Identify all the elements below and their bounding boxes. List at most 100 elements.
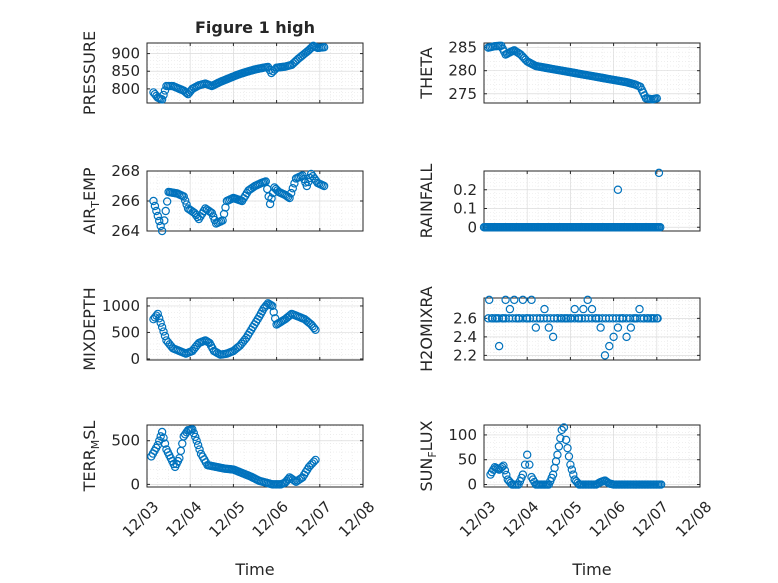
data-point: [285, 193, 294, 203]
y-axis-label: SUNFLUX: [417, 420, 439, 491]
axes-frame: [146, 297, 364, 361]
data-point: [548, 332, 558, 342]
data-point: [265, 199, 275, 209]
data-point: [531, 323, 541, 332]
data-point: [309, 457, 319, 466]
y-tick-label: 2.6: [453, 309, 477, 327]
data-point: [635, 304, 644, 314]
data-point: [269, 307, 278, 317]
data-point: [179, 192, 188, 201]
data-point: [609, 332, 618, 342]
data-point: [159, 327, 168, 336]
data-point: [510, 295, 519, 305]
data-point: [564, 452, 574, 461]
y-tick-label: 2.4: [453, 328, 477, 346]
data-point: [583, 295, 592, 305]
data-point: [499, 461, 508, 470]
axes-frame: [483, 42, 701, 104]
data-point: [613, 185, 623, 194]
data-series: [486, 423, 666, 489]
data-point: [566, 460, 575, 469]
data-point: [613, 323, 623, 332]
data-point: [525, 460, 534, 469]
data-point: [579, 304, 588, 314]
data-point: [160, 216, 169, 225]
data-series: [149, 169, 329, 236]
data-point: [574, 314, 584, 323]
data-point: [535, 314, 545, 323]
y-axis-label-subscript: M: [89, 440, 102, 450]
x-tick-label: 12/06: [586, 498, 629, 541]
data-point: [514, 314, 523, 323]
data-point: [155, 216, 164, 226]
data-series: [484, 41, 662, 104]
data-point: [596, 323, 605, 332]
y-tick-label: 268: [111, 162, 140, 180]
data-point: [157, 427, 167, 437]
data-point: [159, 90, 168, 100]
data-point: [496, 464, 505, 473]
data-point: [319, 181, 329, 191]
x-tick-label: 12/03: [119, 498, 162, 541]
data-point: [505, 304, 515, 314]
x-tick-label: 12/08: [672, 498, 715, 541]
data-point: [267, 194, 276, 203]
axes-frame: [483, 297, 701, 361]
data-point: [161, 206, 170, 216]
x-tick-label: 12/04: [499, 498, 542, 541]
data-point: [156, 318, 165, 327]
data-series: [484, 295, 662, 360]
data-point: [557, 314, 566, 323]
data-point: [288, 184, 297, 193]
data-point: [652, 314, 662, 323]
data-point: [656, 223, 665, 232]
data-point: [188, 425, 197, 434]
data-point: [518, 470, 528, 479]
y-axis-label: TERRMSL: [80, 421, 102, 493]
data-point: [618, 314, 627, 323]
data-point: [566, 314, 575, 323]
data-point: [656, 480, 666, 489]
data-point: [214, 349, 224, 358]
data-point: [488, 314, 497, 323]
y-tick-label: 0: [467, 476, 477, 494]
data-point: [563, 443, 572, 453]
y-axis-label: RAINFALL: [417, 164, 436, 239]
y-tick-label: 850: [111, 62, 140, 80]
data-point: [494, 341, 504, 351]
x-tick-label: 12/07: [629, 498, 672, 541]
subplot-rainfall: 00.10.2 RAINFALL: [417, 164, 701, 239]
data-point: [561, 314, 571, 323]
y-tick-label: 285: [448, 39, 477, 57]
data-point: [309, 323, 319, 333]
data-point: [553, 450, 562, 459]
data-point: [311, 325, 320, 334]
data-point: [157, 226, 167, 236]
data-point: [570, 304, 579, 314]
data-point: [556, 434, 565, 443]
data-point: [152, 311, 161, 320]
data-point: [527, 295, 536, 305]
x-tick-label: 12/07: [292, 498, 335, 541]
y-tick-label: 50: [458, 451, 477, 469]
y-axis-label: THETA: [417, 47, 436, 99]
y-tick-label: 500: [111, 432, 140, 450]
data-point: [605, 341, 614, 351]
data-point: [192, 436, 201, 445]
y-tick-label: 1000: [102, 297, 140, 315]
axes-frame: [146, 424, 364, 488]
data-point: [540, 304, 549, 314]
data-point: [500, 466, 510, 475]
data-point: [626, 323, 636, 332]
data-point: [149, 196, 158, 206]
data-series: [149, 41, 329, 104]
x-tick-label: 12/08: [335, 498, 378, 541]
data-point: [622, 332, 631, 342]
y-tick-label: 280: [448, 62, 477, 80]
subplot-air-temp: 264 266 268 AIRTEMP: [80, 162, 364, 240]
data-point: [561, 435, 571, 445]
data-point: [152, 206, 161, 216]
subplot-sun-flux: 0 50 100 12/03 12/04 12/05 12/06 12/07 12/08 Time…: [417, 420, 715, 579]
data-point: [160, 439, 170, 448]
